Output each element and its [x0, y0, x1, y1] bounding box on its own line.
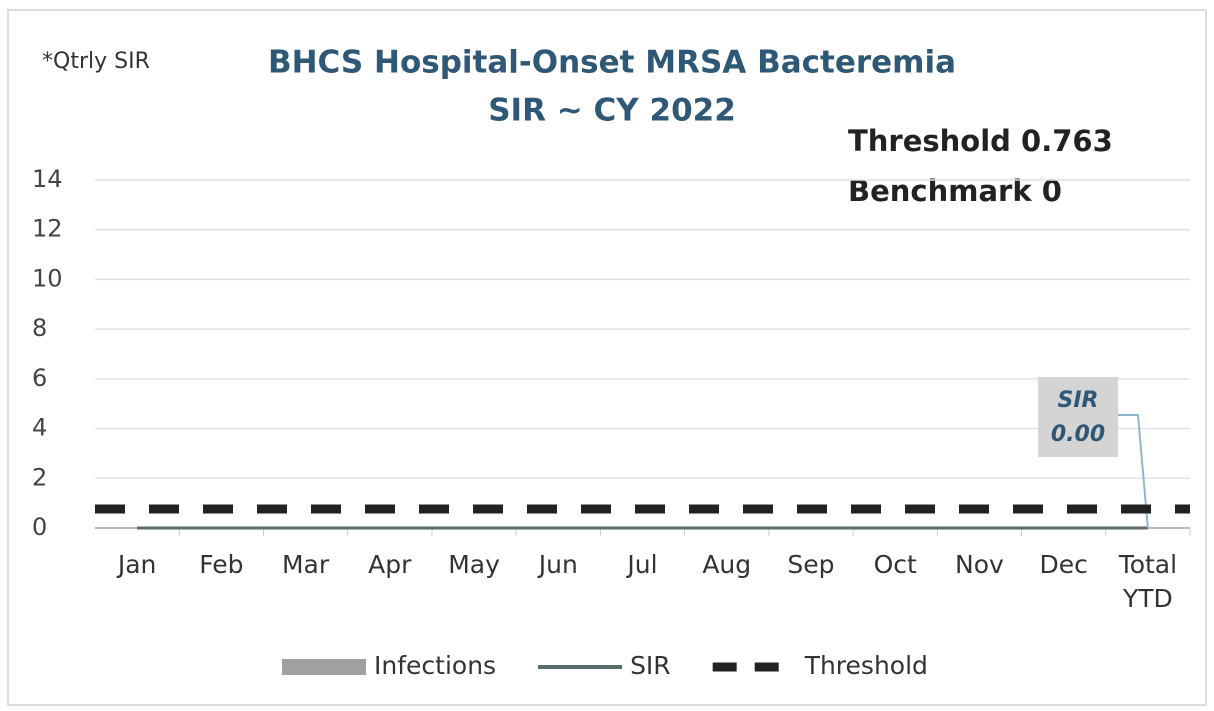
x-tick-label: Mar [282, 550, 330, 579]
x-tick-label: Sep [787, 550, 834, 579]
y-tick-label: 8 [32, 314, 47, 342]
data-label-box [1038, 377, 1118, 457]
y-tick-label: 12 [32, 215, 63, 243]
chart-title: SIR ~ CY 2022 [488, 93, 736, 129]
y-tick-label: 2 [32, 463, 47, 491]
x-tick-label: Jul [625, 550, 657, 579]
x-tick-label: Jan [116, 550, 157, 579]
annotation: Benchmark 0 [848, 174, 1062, 208]
x-tick-label: Apr [368, 550, 412, 579]
legend-label: Infections [374, 651, 496, 680]
data-label-name: SIR [1058, 388, 1099, 413]
legend-swatch [282, 659, 366, 675]
x-tick-label: Aug [702, 550, 751, 579]
x-tick-label: May [448, 550, 500, 579]
y-tick-label: 6 [32, 364, 47, 392]
chart-title: BHCS Hospital-Onset MRSA Bacteremia [268, 45, 956, 81]
x-tick-label: Feb [199, 550, 243, 579]
annotation: Threshold 0.763 [848, 124, 1113, 158]
leader-line [1118, 414, 1149, 529]
x-tick-label: Dec [1039, 550, 1087, 579]
data-label: 0.00 [1051, 422, 1105, 447]
x-tick-label: Oct [874, 550, 917, 579]
chart-frame [7, 9, 1207, 706]
x-tick-label: Nov [955, 550, 1004, 579]
x-tick-label: Jun [537, 550, 578, 579]
y-tick-label: 14 [32, 165, 63, 193]
y-tick-label: 0 [32, 513, 47, 541]
y-tick-label: 10 [32, 264, 63, 292]
subtitle: *Qtrly SIR [42, 49, 150, 74]
legend-label: Threshold [804, 651, 928, 680]
x-tick-label: Total YTD [1118, 550, 1177, 613]
y-tick-label: 4 [32, 414, 47, 442]
legend-label: SIR [630, 651, 671, 680]
